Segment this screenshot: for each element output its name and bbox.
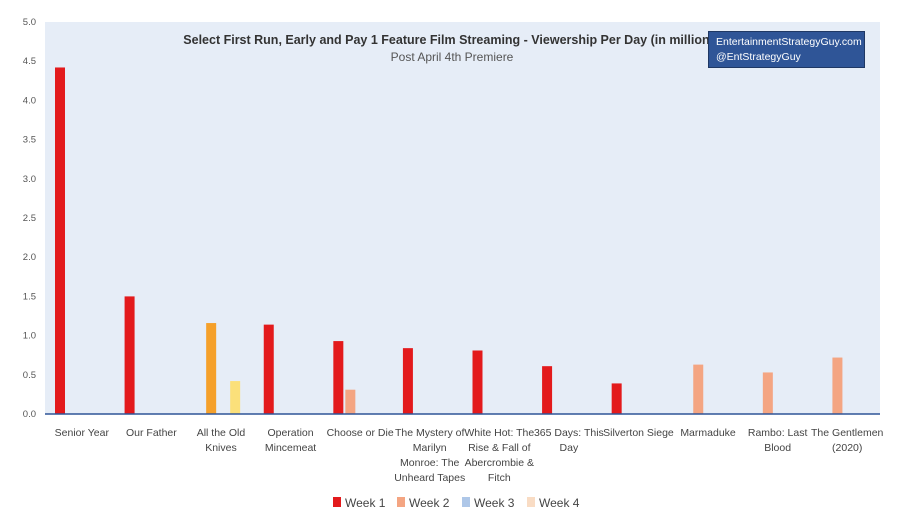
x-tick-label: Marmaduke xyxy=(680,427,736,439)
y-tick-label: 0.0 xyxy=(23,409,36,420)
bar-week-4 xyxy=(230,381,241,414)
x-tick-label: All the Old Knives xyxy=(197,427,246,454)
bar-week-1 xyxy=(472,350,483,414)
legend-swatch xyxy=(397,497,405,507)
x-tick-label: Rambo: Last Blood xyxy=(748,427,808,454)
legend-label: Week 2 xyxy=(409,496,450,510)
y-tick-label: 4.0 xyxy=(23,95,36,106)
y-tick-label: 3.5 xyxy=(23,135,36,146)
legend: Week 1 Week 2 Week 3 Week 4 xyxy=(333,496,580,510)
legend-swatch xyxy=(462,497,470,507)
watermark-handle: @EntStrategyGuy xyxy=(716,51,801,63)
bar-week-2 xyxy=(206,323,217,414)
bar-week-1 xyxy=(402,348,413,414)
x-tick-label: Our Father xyxy=(126,427,177,439)
plot-background xyxy=(45,22,880,414)
bar-week-1 xyxy=(55,67,65,415)
bar-week-2 xyxy=(762,372,773,414)
y-tick-label: 4.5 xyxy=(23,56,36,67)
watermark-box: EntertainmentStrategyGuy.com @EntStrateg… xyxy=(708,31,865,68)
bar-week-1 xyxy=(124,296,135,414)
bars-group xyxy=(55,67,843,415)
x-tick-label: Senior Year xyxy=(55,427,110,439)
chart-title: Select First Run, Early and Pay 1 Featur… xyxy=(183,33,720,47)
bar-week-1 xyxy=(611,383,622,414)
bar-week-1 xyxy=(542,366,553,414)
y-tick-label: 3.0 xyxy=(23,174,36,185)
bar-week-1 xyxy=(333,341,344,414)
x-tick-label: Choose or Die xyxy=(327,427,394,439)
x-axis-labels: Senior Year Our Father All the Old Knives Op… xyxy=(55,427,884,484)
x-tick-label: The Mystery of Marilyn Monroe: The Unheard … xyxy=(394,427,465,484)
bar-week-2 xyxy=(832,357,843,414)
legend-label: Week 1 xyxy=(345,496,386,510)
bar-week-2 xyxy=(693,364,704,414)
y-tick-label: 0.5 xyxy=(23,370,36,381)
x-tick-label: Operation Mincemeat xyxy=(265,427,316,454)
y-tick-label: 2.5 xyxy=(23,213,36,224)
legend-swatch xyxy=(527,497,535,507)
watermark-site: EntertainmentStrategyGuy.com xyxy=(716,36,862,48)
legend-swatch xyxy=(333,497,341,507)
y-tick-label: 2.0 xyxy=(23,252,36,263)
x-tick-label: White Hot: The Rise & Fall of Abercrombie … xyxy=(464,427,534,484)
chart-subtitle: Post April 4th Premiere xyxy=(391,50,514,64)
x-tick-label: The Gentlemen (2020) xyxy=(811,427,884,454)
y-tick-label: 1.0 xyxy=(23,331,36,342)
legend-label: Week 4 xyxy=(539,496,580,510)
bar-week-1 xyxy=(263,324,274,414)
y-tick-label: 5.0 xyxy=(23,17,36,28)
legend-label: Week 3 xyxy=(474,496,515,510)
y-axis-ticks: 0.0 0.5 1.0 1.5 2.0 2.5 3.0 3.5 4.0 4.5 5.0 xyxy=(23,17,36,420)
y-tick-label: 1.5 xyxy=(23,291,36,302)
bar-week-2 xyxy=(345,389,356,414)
x-tick-label: 365 Days: This Day xyxy=(534,427,604,454)
x-tick-label: Silverton Siege xyxy=(603,427,674,439)
